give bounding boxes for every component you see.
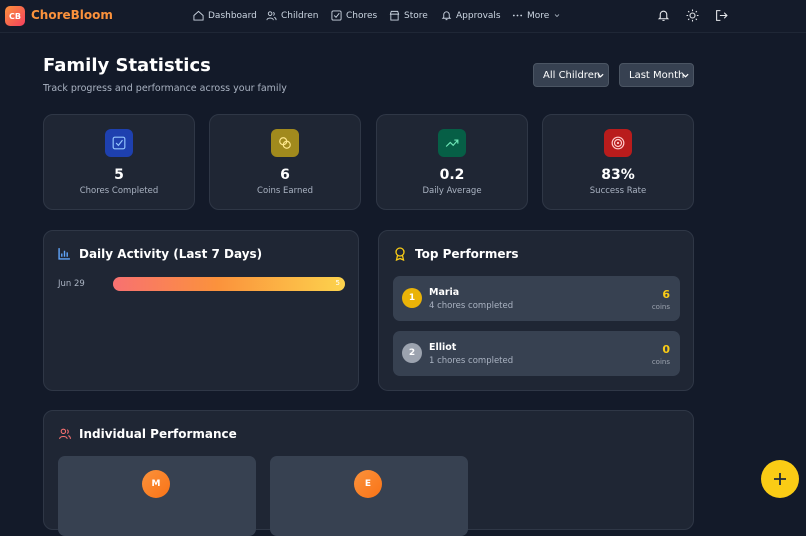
performer-name: Elliot xyxy=(429,342,457,353)
theme-button[interactable] xyxy=(686,9,699,22)
icon xyxy=(266,11,277,21)
nav-label: Dashboard xyxy=(208,10,257,21)
page-title: Family Statistics xyxy=(43,55,211,76)
stat-card: 5 Chores Completed xyxy=(43,114,195,210)
daily-activity-panel: Daily Activity (Last 7 Days) Jun 29 5 xyxy=(43,230,359,391)
nav-label: More xyxy=(527,10,550,21)
performer-row: 1 Maria 4 chores completed 6 coins xyxy=(393,276,680,321)
child-filter[interactable]: All Children xyxy=(533,63,609,87)
coins-unit: coins xyxy=(651,358,670,366)
stat-card: 6 Coins Earned xyxy=(209,114,361,210)
rank-badge: 2 xyxy=(402,343,422,363)
nav-label: Chores xyxy=(346,10,378,21)
stat-card: 83% Success Rate xyxy=(542,114,694,210)
icon xyxy=(512,14,523,17)
performer-detail: 4 chores completed xyxy=(429,301,514,311)
activity-date: Jun 29 xyxy=(58,279,85,289)
stat-card: 0.2 Daily Average xyxy=(376,114,528,210)
logout-button[interactable] xyxy=(715,9,728,22)
performer-coins: 0 xyxy=(662,343,670,356)
nav-label: Approvals xyxy=(456,10,501,21)
nav-label: Children xyxy=(281,10,319,21)
performer-detail: 1 chores completed xyxy=(429,356,514,366)
panel-title: Daily Activity (Last 7 Days) xyxy=(79,247,263,261)
panel-title: Top Performers xyxy=(415,247,519,261)
panel-title: Individual Performance xyxy=(79,427,237,441)
stat-value: 0.2 xyxy=(439,167,465,183)
stat-label: Coins Earned xyxy=(257,186,313,196)
brand[interactable]: ChoreBloom xyxy=(31,8,113,22)
top-performers-panel: Top Performers 1 Maria 4 chores complete… xyxy=(378,230,694,391)
nav-approvals[interactable]: Approvals xyxy=(441,10,501,21)
stat-label: Success Rate xyxy=(589,186,647,196)
logo[interactable]: CB xyxy=(5,6,25,26)
stat-icon xyxy=(271,129,299,157)
nav-bar: CB ChoreBloom Dashboard Children Chores … xyxy=(0,0,806,33)
chart-icon xyxy=(58,248,70,260)
stat-icon xyxy=(105,129,133,157)
child-avatar: E xyxy=(354,470,382,498)
stat-icon xyxy=(438,129,466,157)
add-button[interactable] xyxy=(761,460,799,498)
icon xyxy=(193,10,204,21)
chevron xyxy=(597,73,604,78)
activity-bar: 5 xyxy=(113,277,345,291)
select-label: Last Month xyxy=(629,69,685,81)
activity-count: 5 xyxy=(335,279,340,287)
performer-row: 2 Elliot 1 chores completed 0 coins xyxy=(393,331,680,376)
people-icon xyxy=(59,428,71,440)
nav-dashboard[interactable]: Dashboard xyxy=(193,10,257,21)
select-label: All Children xyxy=(543,69,601,81)
icon xyxy=(389,10,400,21)
icon xyxy=(441,11,452,21)
stat-icon xyxy=(604,129,632,157)
performer-coins: 6 xyxy=(662,288,670,301)
notifications-button[interactable] xyxy=(657,9,670,22)
stat-value: 83% xyxy=(601,167,635,183)
icon xyxy=(331,10,342,21)
nav-chores[interactable]: Chores xyxy=(331,10,377,21)
nav-store[interactable]: Store xyxy=(389,10,428,21)
chevron xyxy=(682,73,689,78)
chevron xyxy=(555,14,560,17)
page-subtitle: Track progress and performance across yo… xyxy=(43,83,287,94)
coins-unit: coins xyxy=(651,303,670,311)
performer-name: Maria xyxy=(429,287,460,298)
stat-value: 6 xyxy=(280,167,290,183)
nav-children[interactable]: Children xyxy=(266,10,318,21)
nav-more[interactable]: More xyxy=(512,10,561,21)
stat-label: Chores Completed xyxy=(79,186,159,196)
period-filter[interactable]: Last Month xyxy=(619,63,694,87)
award-icon xyxy=(395,247,405,261)
stat-label: Daily Average xyxy=(422,186,482,196)
rank-badge: 1 xyxy=(402,288,422,308)
nav-label: Store xyxy=(404,10,428,21)
child-avatar: M xyxy=(142,470,170,498)
stat-value: 5 xyxy=(114,167,124,183)
